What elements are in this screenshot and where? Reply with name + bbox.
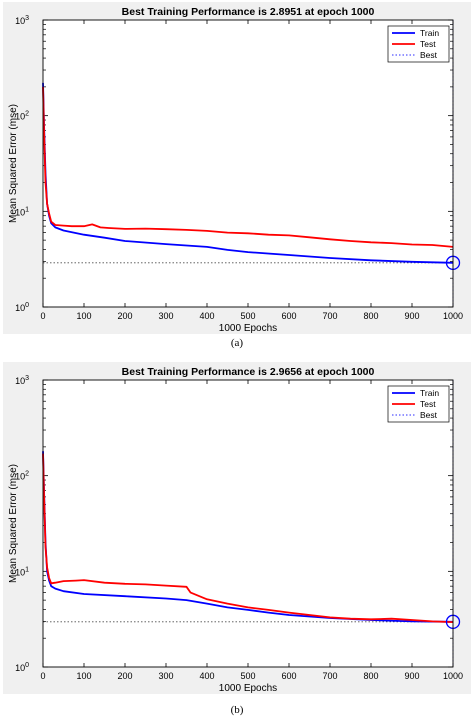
- x-tick-label: 100: [76, 671, 91, 681]
- y-tick-exponent: 0: [25, 662, 29, 669]
- legend-label-train: Train: [420, 388, 439, 398]
- chart-title: Best Training Performance is 2.8951 at e…: [122, 6, 375, 18]
- x-axis-label: 1000 Epochs: [219, 323, 277, 334]
- y-axis-label: Mean Squared Error (mse): [8, 104, 19, 223]
- x-tick-label: 300: [158, 671, 173, 681]
- y-tick-base: 10: [15, 112, 25, 122]
- x-tick-label: 200: [117, 311, 132, 321]
- x-tick-label: 500: [240, 311, 255, 321]
- x-tick-label: 900: [404, 311, 419, 321]
- x-tick-label: 500: [240, 671, 255, 681]
- y-tick-exponent: 1: [25, 566, 29, 573]
- y-tick-base: 10: [15, 376, 25, 386]
- y-tick-exponent: 2: [25, 111, 29, 118]
- x-tick-label: 1000: [443, 671, 463, 681]
- plot-area: [43, 380, 453, 667]
- y-tick-label: 103: [15, 375, 29, 386]
- x-tick-label: 0: [40, 311, 45, 321]
- series-line-test: [42, 453, 454, 623]
- chart-title: Best Training Performance is 2.9656 at e…: [122, 366, 375, 378]
- y-tick-base: 10: [15, 303, 25, 313]
- y-tick-base: 10: [15, 472, 25, 482]
- x-tick-label: 300: [158, 311, 173, 321]
- x-tick-label: 800: [363, 671, 378, 681]
- legend-box: [387, 385, 450, 423]
- legend-label-test: Test: [420, 399, 436, 409]
- x-tick-label: 600: [281, 671, 296, 681]
- caption-a: (a): [230, 337, 244, 349]
- y-axis-label: Mean Squared Error (mse): [8, 464, 19, 583]
- y-tick-base: 10: [15, 663, 25, 673]
- y-tick-label: 101: [15, 566, 29, 577]
- y-tick-label: 101: [15, 206, 29, 217]
- y-tick-base: 10: [15, 207, 25, 217]
- legend-label-best: Best: [420, 50, 438, 60]
- y-tick-label: 102: [15, 111, 29, 122]
- y-tick-label: 102: [15, 471, 29, 482]
- x-tick-label: 700: [322, 311, 337, 321]
- x-tick-label: 100: [76, 311, 91, 321]
- series-line-test: [42, 86, 454, 248]
- y-tick-base: 10: [15, 16, 25, 26]
- y-tick-exponent: 3: [25, 375, 29, 382]
- caption-b: (b): [230, 704, 244, 716]
- x-tick-label: 400: [199, 311, 214, 321]
- y-tick-exponent: 0: [25, 302, 29, 309]
- x-tick-label: 400: [199, 671, 214, 681]
- y-tick-base: 10: [15, 567, 25, 577]
- axes-frame: [42, 19, 454, 308]
- y-tick-exponent: 1: [25, 206, 29, 213]
- legend-label-test: Test: [420, 39, 436, 49]
- y-tick-label: 100: [15, 662, 29, 673]
- plot-area: [43, 20, 453, 307]
- axes-frame: [42, 379, 454, 668]
- x-tick-label: 700: [322, 671, 337, 681]
- chart-panel-a: Best Training Performance is 2.8951 at e…: [3, 2, 471, 334]
- x-tick-label: 800: [363, 311, 378, 321]
- legend-label-best: Best: [420, 410, 438, 420]
- x-tick-label: 0: [40, 671, 45, 681]
- x-tick-label: 1000: [443, 311, 463, 321]
- performance-chart-a: Best Training Performance is 2.8951 at e…: [8, 6, 463, 334]
- performance-chart-b: Best Training Performance is 2.9656 at e…: [8, 366, 463, 694]
- x-tick-label: 200: [117, 671, 132, 681]
- legend-label-train: Train: [420, 28, 439, 38]
- x-tick-label: 600: [281, 311, 296, 321]
- x-tick-label: 900: [404, 671, 419, 681]
- chart-panel-b: Best Training Performance is 2.9656 at e…: [3, 362, 471, 694]
- y-tick-exponent: 2: [25, 471, 29, 478]
- x-axis-label: 1000 Epochs: [219, 683, 277, 694]
- y-tick-exponent: 3: [25, 15, 29, 22]
- y-tick-label: 100: [15, 302, 29, 313]
- y-tick-label: 103: [15, 15, 29, 26]
